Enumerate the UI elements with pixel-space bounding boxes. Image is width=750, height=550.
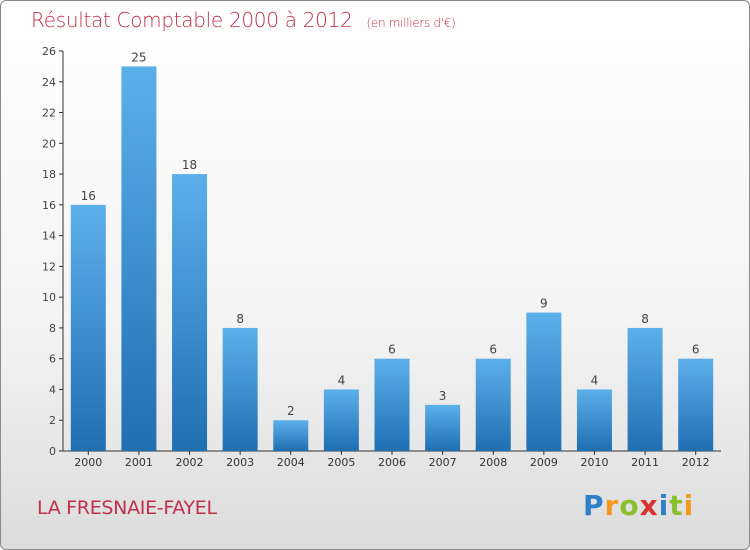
logo-letter: o bbox=[619, 489, 640, 522]
y-tick-label: 2 bbox=[49, 414, 56, 427]
y-tick-label: 24 bbox=[42, 76, 56, 89]
logo-letter: P bbox=[583, 489, 605, 522]
bar bbox=[121, 66, 157, 451]
x-tick-label: 2000 bbox=[74, 456, 102, 469]
y-tick-label: 12 bbox=[42, 260, 56, 273]
logo-letter: i bbox=[683, 489, 695, 522]
bar-value-label: 8 bbox=[641, 312, 649, 326]
bar-value-label: 16 bbox=[81, 189, 96, 203]
y-tick-label: 14 bbox=[42, 230, 56, 243]
bar-value-label: 25 bbox=[131, 50, 146, 64]
y-tick-label: 10 bbox=[42, 291, 56, 304]
bar-value-label: 4 bbox=[591, 373, 599, 387]
bar bbox=[627, 327, 663, 451]
bar bbox=[172, 174, 208, 452]
bar bbox=[374, 358, 410, 451]
bar-value-label: 4 bbox=[338, 373, 346, 387]
x-tick-label: 2009 bbox=[530, 456, 558, 469]
logo-letter: x bbox=[639, 489, 659, 522]
logo-letter: r bbox=[604, 489, 620, 522]
x-tick-label: 2003 bbox=[226, 456, 254, 469]
y-tick-label: 20 bbox=[42, 137, 56, 150]
bar bbox=[222, 327, 258, 451]
bar-value-label: 3 bbox=[439, 389, 447, 403]
bar-value-label: 6 bbox=[692, 343, 700, 357]
y-tick-label: 18 bbox=[42, 168, 56, 181]
y-tick-label: 22 bbox=[42, 107, 56, 120]
bar-value-label: 8 bbox=[236, 312, 244, 326]
x-tick-label: 2008 bbox=[479, 456, 507, 469]
title-text: Résultat Comptable 2000 à 2012 bbox=[31, 8, 353, 32]
labels: 0246810121416182022242616200025200118200… bbox=[42, 45, 710, 469]
bar bbox=[526, 312, 562, 451]
bar bbox=[323, 389, 359, 451]
bar bbox=[475, 358, 511, 451]
y-tick-label: 8 bbox=[49, 322, 56, 335]
y-tick-label: 26 bbox=[42, 45, 56, 58]
y-tick-label: 0 bbox=[49, 445, 56, 458]
bar-value-label: 6 bbox=[489, 343, 497, 357]
x-tick-label: 2001 bbox=[125, 456, 153, 469]
bars bbox=[70, 66, 714, 452]
subtitle-text: (en milliers d'€) bbox=[366, 16, 456, 30]
bar-value-label: 6 bbox=[388, 343, 396, 357]
bar bbox=[425, 404, 461, 451]
bar bbox=[576, 389, 612, 451]
y-tick-label: 16 bbox=[42, 199, 56, 212]
y-tick-label: 4 bbox=[49, 383, 56, 396]
x-tick-label: 2012 bbox=[682, 456, 710, 469]
logo-letter: i bbox=[658, 489, 670, 522]
bar-value-label: 18 bbox=[182, 158, 197, 172]
bar bbox=[70, 204, 106, 451]
chart-title: Résultat Comptable 2000 à 2012 (en milli… bbox=[31, 8, 456, 32]
x-tick-label: 2006 bbox=[378, 456, 406, 469]
x-tick-label: 2005 bbox=[327, 456, 355, 469]
x-tick-label: 2002 bbox=[176, 456, 204, 469]
x-tick-label: 2011 bbox=[631, 456, 659, 469]
logo-letter: t bbox=[669, 489, 684, 522]
bar bbox=[273, 420, 309, 451]
place-name: LA FRESNAIE-FAYEL bbox=[37, 497, 217, 519]
x-tick-label: 2010 bbox=[580, 456, 608, 469]
bar bbox=[678, 358, 714, 451]
y-tick-label: 6 bbox=[49, 353, 56, 366]
x-tick-label: 2004 bbox=[277, 456, 305, 469]
bar-value-label: 9 bbox=[540, 297, 548, 311]
x-tick-label: 2007 bbox=[429, 456, 457, 469]
proxiti-logo: Proxiti bbox=[583, 489, 694, 522]
bar-value-label: 2 bbox=[287, 404, 295, 418]
